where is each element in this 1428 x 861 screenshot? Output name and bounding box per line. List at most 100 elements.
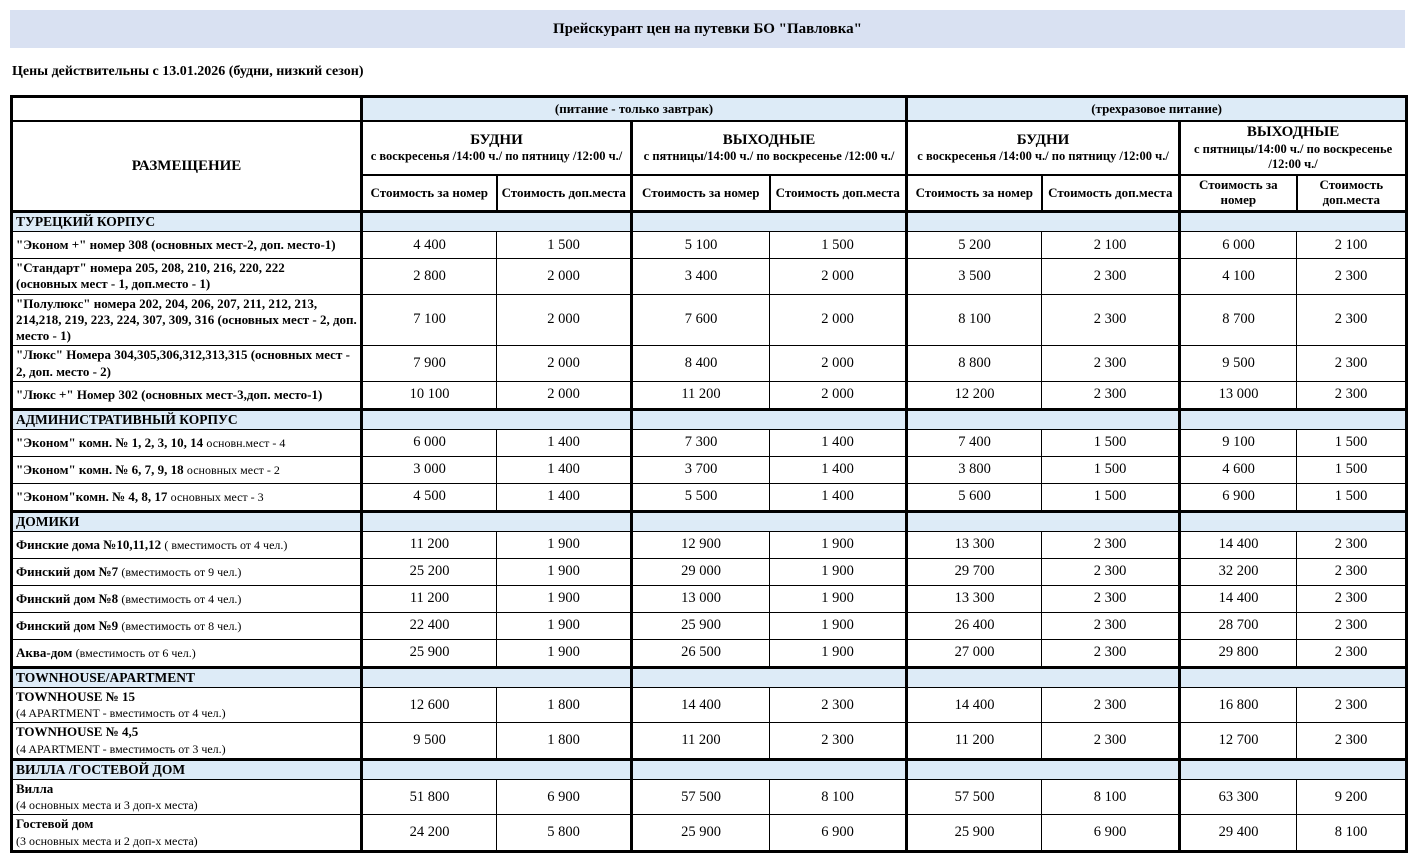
- price-cell: 2 300: [1296, 345, 1408, 382]
- price-cell: 5 100: [630, 231, 770, 259]
- price-table: (питание - только завтрак) (трехразовое п…: [10, 95, 1409, 853]
- row-label-main: "Эконом" комн. № 1, 2, 3, 10, 14: [16, 434, 204, 450]
- price-cell: 8 100: [768, 778, 908, 816]
- table-row: Финский дом №9 (вместимость от 8 чел.) 22…: [11, 611, 1408, 640]
- price-header-room: Стоимость за номер: [630, 174, 771, 213]
- price-cell: 12 700: [1178, 722, 1298, 760]
- row-label: Финский дом №7 (вместимость от 9 чел.): [11, 557, 363, 586]
- price-cell: 1 900: [768, 530, 908, 559]
- price-cell: 6 900: [1041, 814, 1181, 852]
- price-header-room: Стоимость за номер: [1178, 174, 1298, 213]
- price-cell: 26 400: [905, 611, 1043, 640]
- price-cell: 2 000: [768, 345, 908, 382]
- price-cell: 29 700: [905, 557, 1043, 586]
- table-head: (питание - только завтрак) (трехразовое п…: [10, 95, 1408, 213]
- row-label-main: "Эконом"комн. № 4, 8, 17: [16, 488, 168, 504]
- row-label-main: Финские дома №10,11,12: [16, 536, 162, 552]
- table-row: TOWNHOUSE № 15 (4 APARTMENT - вместимость…: [11, 686, 1408, 724]
- price-cell: 2 300: [1296, 611, 1408, 640]
- price-cell: 3 800: [905, 455, 1043, 484]
- day-group-header: БУДНИ с воскресенья /14:00 ч./ по пятницу…: [360, 120, 633, 176]
- price-cell: 1 500: [768, 231, 908, 259]
- row-label: "Стандарт" номера 205, 208, 210, 216, 22…: [11, 258, 363, 295]
- price-cell: 2 300: [1296, 686, 1408, 724]
- price-cell: 1 500: [1041, 455, 1181, 484]
- table-row: Аква-дом (вместимость от 6 чел.) 25 900 1 …: [11, 638, 1408, 668]
- price-cell: 2 300: [1041, 557, 1181, 586]
- section-fill: [1178, 407, 1408, 430]
- price-cell: 2 300: [1041, 686, 1181, 724]
- price-cell: 29 000: [630, 557, 770, 586]
- row-label-sub: (вместимость от 9 чел.): [121, 564, 242, 579]
- price-cell: 8 700: [1178, 293, 1298, 347]
- price-cell: 6 000: [360, 428, 497, 457]
- section-row: TOWNHOUSE/APARTMENT: [11, 665, 1408, 688]
- section-fill: [1178, 210, 1408, 232]
- price-cell: 3 500: [905, 258, 1043, 295]
- price-cell: 13 300: [905, 584, 1043, 613]
- day-group-header: ВЫХОДНЫЕ с пятницы/14:00 ч./ по воскресен…: [629, 120, 908, 176]
- row-label-main: "Люкс +" Номер 302 (основных мест-3,доп.…: [16, 386, 323, 402]
- price-cell: 1 900: [496, 638, 632, 668]
- price-cell: 2 300: [1041, 638, 1181, 668]
- price-cell: 14 400: [1178, 584, 1298, 613]
- section-row: ДОМИКИ: [11, 509, 1408, 532]
- day-group-title: ВЫХОДНЫЕ: [722, 131, 816, 148]
- section-fill: [629, 210, 908, 232]
- row-label: Гостевой дом (3 основных места и 2 доп-х …: [11, 814, 363, 852]
- row-label-sub: ( вместимость от 4 чел.): [164, 537, 288, 552]
- price-cell: 2 300: [1296, 584, 1408, 613]
- price-cell: 11 200: [905, 722, 1043, 760]
- row-label-main: "Полулюкс" номера 202, 204, 206, 207, 21…: [16, 295, 357, 344]
- section-fill: [629, 757, 908, 780]
- price-cell: 6 000: [1178, 231, 1298, 259]
- price-cell: 14 400: [905, 686, 1043, 724]
- price-cell: 1 500: [1296, 428, 1408, 457]
- price-cell: 8 100: [1041, 778, 1181, 816]
- page-title: Прейскурант цен на путевки БО "Павловка": [553, 20, 862, 37]
- row-label: "Люкс +" Номер 302 (основных мест-3,доп.…: [11, 380, 363, 410]
- table-body: ТУРЕЦКИЙ КОРПУС "Эконом +" номер 308 (осн…: [11, 210, 1408, 852]
- price-cell: 3 000: [360, 455, 497, 484]
- section-header: ТУРЕЦКИЙ КОРПУС: [11, 210, 362, 232]
- price-cell: 25 900: [905, 814, 1043, 852]
- price-header-extra: Стоимость доп.места: [1295, 174, 1408, 213]
- price-cell: 12 900: [630, 530, 770, 559]
- table-row: "Полулюкс" номера 202, 204, 206, 207, 21…: [11, 293, 1408, 347]
- price-cell: 5 200: [905, 231, 1043, 259]
- price-cell: 2 300: [1296, 293, 1408, 347]
- price-cell: 1 500: [1296, 455, 1408, 484]
- price-cell: 11 200: [630, 380, 770, 410]
- section-header: ВИЛЛА /ГОСТЕВОЙ ДОМ: [11, 757, 362, 780]
- price-cell: 7 600: [630, 293, 770, 347]
- price-cell: 2 300: [1041, 258, 1181, 295]
- price-cell: 7 300: [630, 428, 770, 457]
- section-fill: [905, 665, 1181, 688]
- price-cell: 1 400: [768, 455, 908, 484]
- price-cell: 1 900: [496, 584, 632, 613]
- price-cell: 13 000: [1178, 380, 1298, 410]
- price-cell: 2 300: [1296, 638, 1408, 668]
- section-fill: [905, 210, 1181, 232]
- row-label-main: "Люкс" Номера 304,305,306,312,313,315 (о…: [16, 347, 350, 379]
- section-fill: [629, 509, 908, 532]
- title-bar: Прейскурант цен на путевки БО "Павловка": [10, 10, 1405, 48]
- price-cell: 1 500: [496, 231, 632, 259]
- section-fill: [1178, 509, 1408, 532]
- price-cell: 1 400: [496, 482, 632, 512]
- price-cell: 1 500: [1041, 428, 1181, 457]
- price-cell: 25 900: [630, 611, 770, 640]
- row-label-main: TOWNHOUSE № 15: [16, 688, 136, 704]
- price-cell: 2 300: [1296, 722, 1408, 760]
- row-label: TOWNHOUSE № 15 (4 APARTMENT - вместимость…: [11, 686, 363, 724]
- price-cell: 8 100: [1296, 814, 1408, 852]
- section-fill: [360, 509, 632, 532]
- day-group-subtitle: с пятницы/14:00 ч./ по воскресенье /12:0…: [643, 149, 895, 164]
- price-cell: 1 900: [496, 557, 632, 586]
- price-cell: 25 900: [360, 638, 497, 668]
- row-label-sub: (вместимость от 6 чел.): [75, 645, 196, 660]
- section-row: ТУРЕЦКИЙ КОРПУС: [11, 210, 1408, 232]
- price-cell: 2 100: [1041, 231, 1181, 259]
- row-label-main: Вилла: [16, 780, 54, 796]
- price-cell: 2 300: [1296, 530, 1408, 559]
